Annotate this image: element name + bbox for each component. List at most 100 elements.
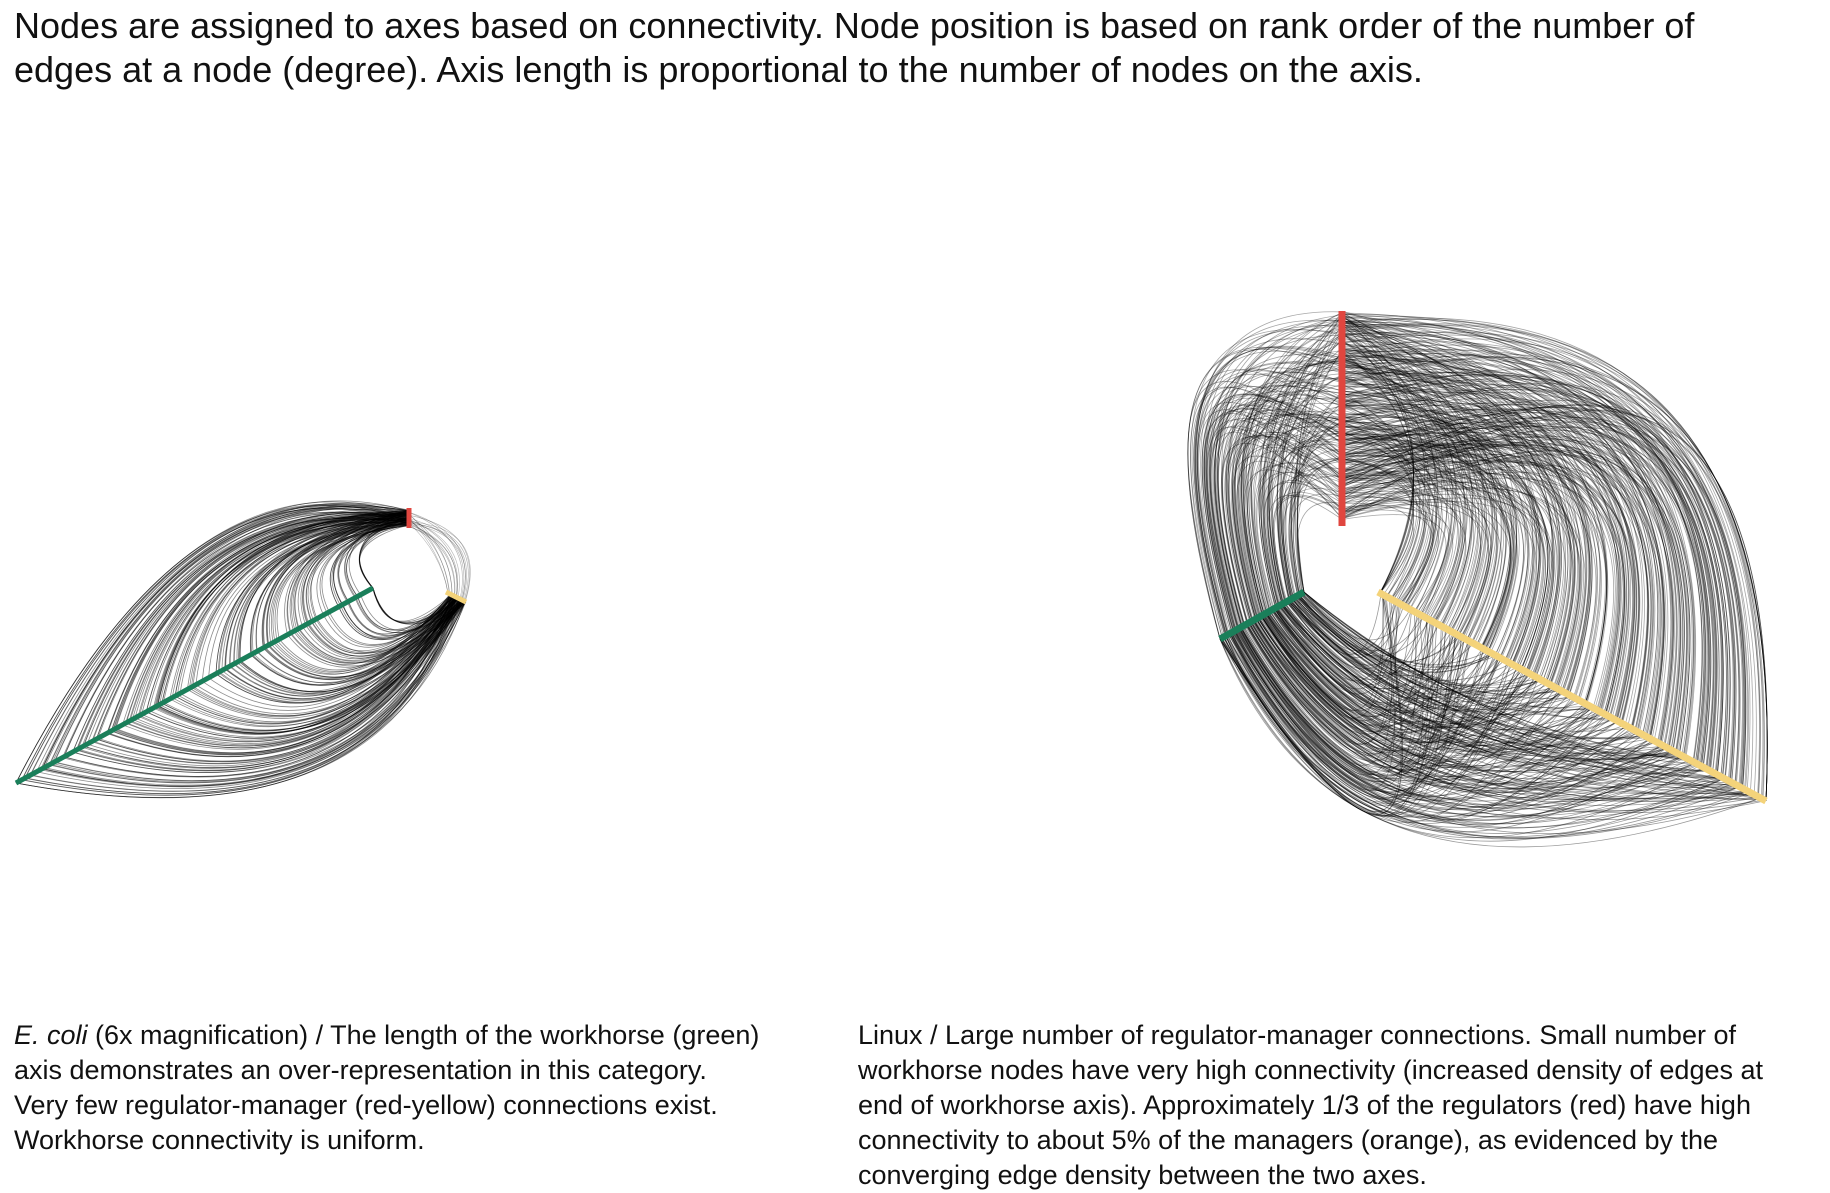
linux-edge — [1203, 394, 1343, 632]
linux-edge — [1341, 320, 1710, 767]
linux-caption-line-4: connectivity to about 5% of the managers… — [858, 1125, 1719, 1155]
linux-edge — [1194, 346, 1343, 636]
ecoli-edge — [41, 506, 410, 769]
linux-edge — [1285, 601, 1546, 707]
linux-edge — [1227, 320, 1343, 622]
ecoli-edge — [174, 597, 458, 725]
linux-edge — [1341, 463, 1498, 641]
linux-edge — [1341, 350, 1414, 594]
linux-edge — [1296, 402, 1343, 593]
linux-edge — [1241, 626, 1563, 785]
linux-edge — [1341, 403, 1499, 641]
ecoli-edge — [250, 593, 451, 686]
ecoli-edge — [229, 594, 453, 697]
linux-edge — [1341, 448, 1524, 656]
linux-edge — [1341, 412, 1718, 771]
linux-edge — [1246, 613, 1420, 756]
ecoli-edge — [240, 600, 465, 693]
linux-edge — [1198, 409, 1343, 635]
linux-edge — [1203, 410, 1343, 632]
ecoli-workhorse-axis — [14, 585, 375, 786]
linux-edge — [1341, 427, 1653, 731]
linux-edge — [1341, 445, 1450, 614]
linux-edge — [1229, 633, 1524, 802]
linux-edge — [1341, 379, 1655, 733]
linux-edge — [1341, 461, 1649, 729]
linux-edge — [1296, 391, 1343, 593]
ecoli-edge — [25, 507, 410, 779]
linux-edge — [1341, 390, 1598, 698]
linux-edge — [1278, 605, 1763, 800]
ecoli-edge — [326, 596, 456, 646]
linux-edge — [1341, 488, 1553, 672]
ecoli-edge — [408, 521, 471, 602]
linux-edge — [1205, 397, 1343, 631]
linux-edge — [1297, 595, 1555, 696]
linux-edge — [1341, 429, 1717, 771]
linux-edge — [1217, 381, 1343, 626]
linux-edge — [1341, 360, 1502, 643]
linux-edge — [1341, 341, 1443, 610]
ecoli-edge — [261, 513, 410, 649]
ecoli-edge — [305, 521, 410, 622]
ecoli-edge — [316, 601, 466, 653]
linux-edge — [1341, 318, 1754, 793]
ecoli-edge — [157, 601, 467, 734]
linux-edge — [1280, 604, 1424, 686]
linux-edge — [1341, 323, 1465, 622]
ecoli-edge — [236, 511, 410, 663]
linux-edge — [1341, 327, 1493, 638]
ecoli-edge — [190, 517, 410, 688]
ecoli-edge — [372, 587, 452, 622]
linux-edge — [1194, 329, 1343, 636]
linux-edge — [1233, 432, 1343, 619]
linux-edge — [1190, 329, 1343, 638]
ecoli-edge — [344, 510, 410, 598]
ecoli-edge — [63, 512, 410, 758]
ecoli-edge — [62, 505, 410, 758]
linux-edge — [1246, 623, 1619, 785]
linux-edge — [1341, 474, 1482, 632]
linux-edge — [1341, 443, 1683, 750]
linux-edge — [1259, 616, 1634, 769]
linux-edge — [1341, 487, 1582, 689]
linux-edge — [1341, 477, 1566, 680]
linux-edge — [1341, 319, 1590, 694]
ecoli-edge — [308, 600, 464, 657]
linux-edge — [1341, 341, 1468, 624]
linux-edge — [1243, 450, 1343, 615]
linux-edge — [1341, 387, 1518, 652]
linux-edge — [1197, 385, 1343, 635]
linux-edge — [1341, 378, 1740, 785]
ecoli-edge — [92, 597, 457, 764]
ecoli-edge — [114, 519, 410, 730]
linux-edge — [1246, 623, 1663, 793]
linux-edge — [1293, 351, 1343, 594]
ecoli-edge — [252, 600, 463, 686]
linux-edge — [1290, 599, 1573, 711]
ecoli-edge — [157, 599, 462, 734]
ecoli-edge — [215, 523, 410, 674]
linux-edge — [1341, 355, 1747, 789]
linux-edge — [1208, 407, 1343, 630]
linux-edge — [1341, 404, 1761, 798]
linux-edge — [1213, 400, 1343, 628]
linux-edge — [1341, 349, 1560, 676]
linux-edge — [1341, 433, 1620, 712]
linux-edge — [1245, 624, 1627, 788]
linux-edge — [1341, 458, 1433, 604]
ecoli-edge — [154, 597, 458, 735]
linux-edge — [1280, 404, 1343, 599]
linux-edge — [1225, 385, 1343, 622]
linux-edge — [1298, 594, 1494, 674]
linux-edge — [1341, 442, 1530, 659]
linux-edge — [1234, 390, 1343, 619]
linux-edge — [1281, 604, 1463, 693]
linux-edge — [1341, 315, 1745, 788]
ecoli-edge — [208, 522, 410, 678]
linux-edge — [1341, 324, 1684, 750]
linux-edge — [1341, 403, 1691, 755]
linux-edge — [1341, 460, 1580, 688]
ecoli-edge — [346, 518, 410, 597]
linux-edge — [1341, 353, 1727, 777]
